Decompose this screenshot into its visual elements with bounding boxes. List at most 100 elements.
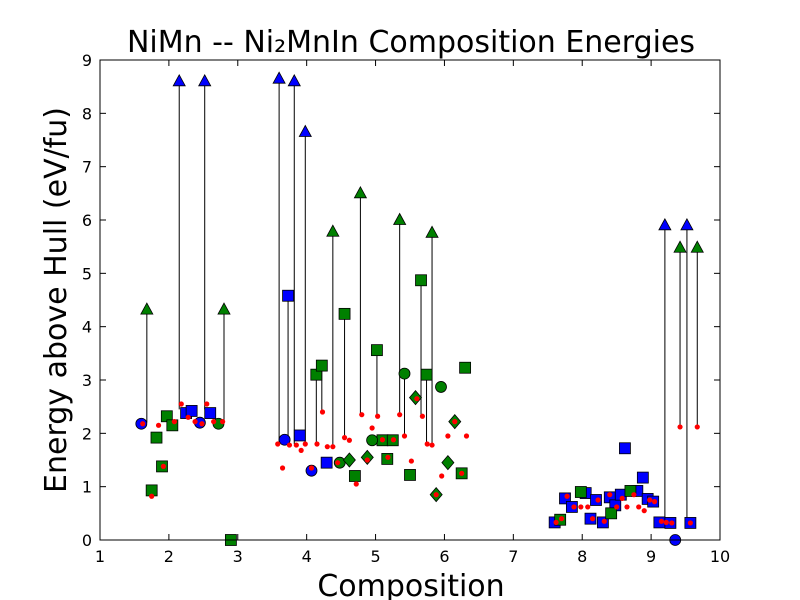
red-dot-marker [641,508,647,514]
circle-marker [366,434,379,447]
red-dot-marker [275,441,281,447]
red-dot-marker [369,425,375,431]
red-dot-marker [677,424,683,430]
red-dot-marker [619,495,625,501]
plot-frame [99,59,721,541]
red-dot-marker [647,497,653,503]
y-tick-label: 2 [82,424,92,443]
red-dot-marker [663,519,669,526]
red-dot-marker [651,499,658,505]
diamond-marker [342,452,356,468]
triangle-marker [353,185,368,199]
square-marker [338,307,351,320]
y-tick-label: 0 [82,531,92,550]
red-dot-marker [445,433,451,439]
square-marker [371,344,383,357]
red-dot-marker [669,520,675,526]
red-dot-marker [204,401,210,407]
data-markers [135,71,704,546]
y-tick-label: 5 [82,264,92,283]
x-tick-label: 1 [95,547,105,566]
square-marker [185,405,198,417]
red-dot-marker [314,441,320,447]
circle-marker [435,381,447,393]
square-marker [459,361,472,374]
x-axis-label: Composition [317,569,504,600]
y-tick-label: 3 [82,371,92,390]
square-marker [150,431,163,444]
red-dot-marker [286,442,293,448]
red-dot-marker [419,413,425,419]
circle-marker [398,367,411,380]
square-marker [574,486,587,498]
y-axis-label: Energy above Hull (eV/fu) [39,107,74,493]
red-dot-marker [631,492,637,498]
red-dot-marker [330,444,336,450]
red-dot-marker [589,516,596,522]
triangle-marker [272,71,286,84]
red-dot-marker [601,518,607,524]
square-marker [415,274,427,287]
square-marker [166,419,179,432]
triangle-marker [658,217,672,231]
red-dot-marker [171,419,177,425]
circle-marker [305,464,318,477]
red-dot-marker [636,504,642,510]
red-dot-marker [558,516,565,522]
square-marker [605,507,618,520]
x-tick-label: 3 [233,547,243,566]
red-dot-marker [414,396,420,402]
square-marker [636,471,649,484]
red-dot-marker [155,422,162,428]
x-tick-label: 10 [710,547,730,566]
red-dot-marker [140,421,146,427]
red-dot-marker [459,470,465,476]
red-dot-marker [293,442,299,448]
red-dot-marker [452,419,458,425]
red-dot-marker [298,447,304,453]
square-marker [404,469,416,481]
red-dot-marker [192,419,198,425]
red-dot-marker [624,504,630,510]
triangle-marker [425,225,439,238]
red-dot-marker [319,409,326,415]
red-dot-marker [199,421,205,427]
red-dot-marker [429,442,435,448]
square-marker [624,485,637,497]
red-dot-marker [308,465,315,471]
x-tick-label: 9 [646,547,656,566]
red-dot-marker [578,504,584,510]
square-marker [315,359,328,372]
square-marker [282,289,294,302]
square-marker [320,456,333,469]
square-marker [559,492,571,505]
red-dot-marker [375,413,381,419]
red-dot-marker [397,412,403,418]
red-dot-marker [353,481,359,487]
red-dot-marker [401,433,408,439]
x-tick-label: 8 [577,547,587,566]
red-dot-marker [595,497,601,503]
triangle-marker [680,217,694,231]
y-tick-label: 1 [82,478,92,497]
red-dot-marker [364,457,370,463]
red-dot-marker [359,412,365,418]
y-tick-label: 8 [82,104,92,123]
square-marker [348,470,361,482]
triangle-marker [140,302,154,315]
y-tick-label: 4 [82,318,92,337]
red-dot-marker [149,493,155,499]
triangle-marker [392,212,407,225]
y-tick-label: 6 [82,211,92,230]
red-dot-marker [346,437,352,443]
diamond-marker [360,449,374,465]
y-tick-label: 7 [82,158,92,177]
triangle-marker [217,302,231,315]
red-dot-marker [553,519,559,526]
red-dot-marker [220,419,226,425]
red-dot-marker [335,460,341,466]
square-marker [293,429,306,442]
red-dot-marker [324,444,330,450]
circle-marker [278,433,291,446]
